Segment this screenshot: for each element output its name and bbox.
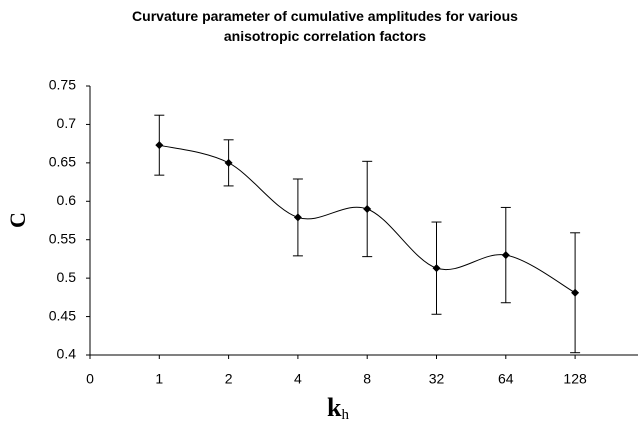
marker — [293, 213, 302, 222]
chart-title: Curvature parameter of cumulative amplit… — [132, 8, 518, 44]
x-tick-label: 64 — [498, 371, 514, 387]
x-tick-label: 0 — [86, 371, 94, 387]
marker — [501, 251, 510, 260]
marker — [571, 288, 580, 297]
marker — [432, 264, 441, 273]
x-tick-label: 8 — [363, 371, 371, 387]
x-tick-label: 2 — [225, 371, 233, 387]
x-axis-label-main: k — [327, 393, 342, 422]
y-tick-label: 0.7 — [57, 115, 77, 131]
y-axis-label: C — [5, 212, 30, 228]
marker — [155, 141, 164, 150]
x-tick-label: 128 — [563, 371, 587, 387]
x-axis-label: kh — [327, 393, 349, 423]
x-tick-label: 32 — [429, 371, 445, 387]
y-tick-label: 0.5 — [57, 269, 77, 285]
y-tick-label: 0.55 — [49, 230, 76, 246]
y-tick-label: 0.45 — [49, 307, 76, 323]
x-tick-label: 4 — [294, 371, 302, 387]
y-tick-label: 0.75 — [49, 77, 76, 93]
y-tick-label: 0.4 — [57, 346, 77, 362]
y-tick-label: 0.65 — [49, 154, 76, 170]
y-tick-label: 0.6 — [57, 192, 77, 208]
marker — [224, 158, 233, 167]
x-axis-label-subscript: h — [341, 407, 349, 423]
x-tick-label: 1 — [155, 371, 163, 387]
marker — [363, 204, 372, 213]
